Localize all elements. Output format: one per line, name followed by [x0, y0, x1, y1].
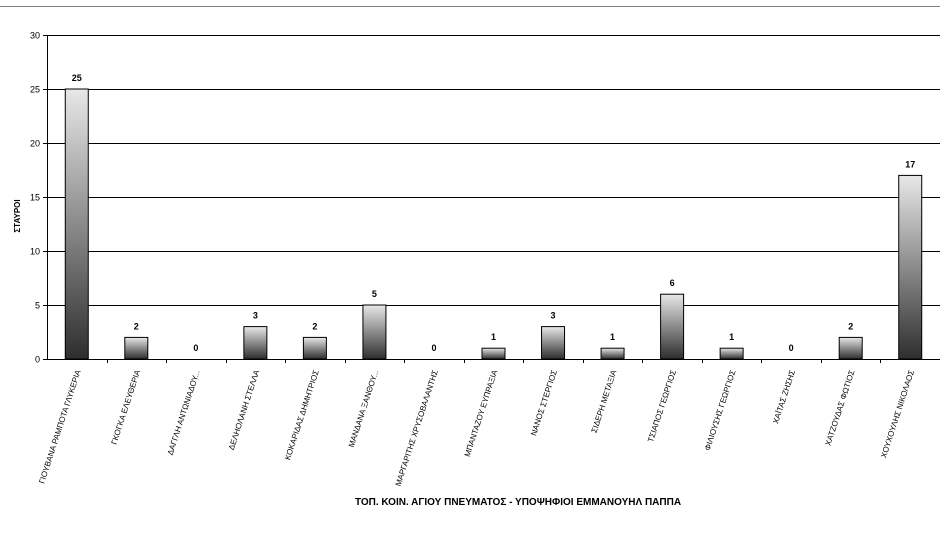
data-label: 1 — [491, 332, 496, 342]
bar — [898, 174, 923, 360]
data-label: 2 — [134, 321, 139, 331]
category-label: ΜΑΝΔΑΝΑ ΞΑΝΘΟΥ... — [347, 369, 381, 449]
category-label: ΣΙΔΕΡΗ ΜΕΤΑΞΙΑ — [590, 368, 619, 434]
category-label: ΦΙΛΙΟΥΣΗΣ ΓΕΩΡΓΙΟΣ — [703, 369, 738, 452]
x-axis-label: ΤΟΠ. ΚΟΙΝ. ΑΓΙΟΥ ΠΝΕΥΜΑΤΟΣ - ΥΠΟΨΗΦΙΟΙ Ε… — [355, 497, 681, 508]
category-label: ΧΟΥΧΟΥΛΗΣ ΝΙΚΟΛΑΟΣ — [879, 369, 916, 459]
bar — [719, 347, 744, 360]
bar — [243, 326, 268, 360]
category-label: ΜΑΡΓΑΡΙΤΗΣ ΧΡΥΣΟΒΑΛΑΝΤΗΣ — [394, 369, 440, 488]
data-label: 17 — [905, 159, 915, 169]
gridlines — [47, 35, 940, 306]
data-label: 25 — [72, 73, 82, 83]
bar — [302, 336, 327, 360]
data-label: 0 — [431, 343, 436, 353]
category-label: ΧΑΪΤΑΣ ΖΗΣΗΣ — [771, 369, 797, 425]
y-tick-label: 25 — [30, 85, 40, 95]
bar — [660, 293, 685, 360]
data-label: 2 — [312, 321, 317, 331]
bars — [64, 88, 923, 360]
data-label: 3 — [551, 311, 556, 321]
category-label: ΧΑΤΖΟΥΔΑΣ ΦΩΤΙΟΣ — [824, 369, 857, 447]
bar — [362, 304, 387, 360]
bar — [838, 336, 863, 360]
y-tick-label: 10 — [30, 247, 40, 257]
data-label: 2 — [848, 321, 853, 331]
y-tick-label: 5 — [35, 301, 40, 311]
data-label: 0 — [789, 343, 794, 353]
category-label: ΜΠΑΝΤΑΖΟΥ ΕΥΠΡΑΞΙΑ — [463, 368, 500, 458]
category-label: ΔΑΓΓΛΗ ΑΝΤΩΝΙΑΔΟΥ... — [166, 369, 202, 456]
data-label: 0 — [193, 343, 198, 353]
bar — [600, 347, 625, 360]
category-label: ΚΟΚΑΡΙΔΑΣ ΔΗΜΗΤΡΙΟΣ — [283, 369, 321, 461]
category-label: ΤΣΙΑΠΟΣ ΓΕΩΡΓΙΟΣ — [646, 369, 678, 444]
y-tick-label: 20 — [30, 139, 40, 149]
bar — [541, 326, 566, 360]
data-label: 3 — [253, 311, 258, 321]
data-label: 6 — [670, 278, 675, 288]
data-label: 1 — [729, 332, 734, 342]
category-label: ΓΙΟΥΒΑΝΑ ΡΑΜΠΟΤΑ ΓΛΥΚΕΡΙΑ — [37, 368, 83, 485]
y-tick-label: 15 — [30, 193, 40, 203]
y-tick-label: 30 — [30, 31, 40, 41]
category-label: ΓΚΟΓΚΑ ΕΛΕΥΘΕΡΙΑ — [110, 368, 143, 446]
bar — [481, 347, 506, 360]
bar — [64, 88, 89, 360]
data-label: 1 — [610, 332, 615, 342]
category-label: ΝΑΝΟΣ ΣΤΕΡΓΙΟΣ — [529, 369, 559, 437]
y-axis-label: ΣΤΑΥΡΟΙ — [13, 199, 22, 232]
bar — [124, 336, 149, 360]
data-label: 5 — [372, 289, 377, 299]
category-label: ΔΕΛΗΟΛΑΝΗ ΣΤΕΛΛΑ — [227, 368, 262, 451]
y-tick-label: 0 — [35, 355, 40, 365]
axes — [43, 35, 940, 363]
